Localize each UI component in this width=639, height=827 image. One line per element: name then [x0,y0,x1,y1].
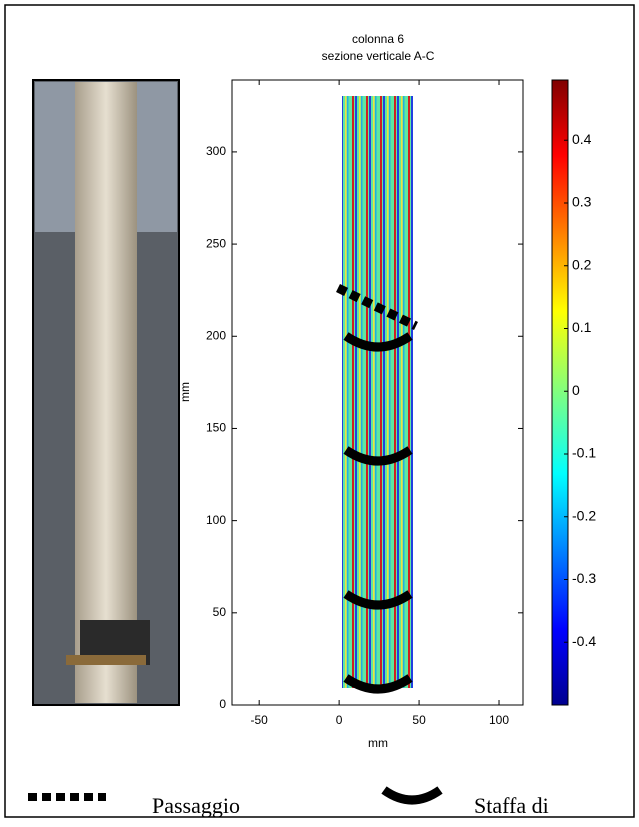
y-tick-label: 50 [213,605,227,619]
y-tick-label: 0 [219,697,226,711]
radar-image [342,96,413,688]
y-tick-label: 150 [206,421,226,435]
colorbar [551,79,569,706]
colorbar-tick-label: 0.4 [572,131,592,147]
title: colonna 6 [352,32,404,46]
colorbar-tick-label: -0.1 [572,445,596,461]
colorbar-tick-label: -0.3 [572,570,596,586]
annotations [336,283,418,694]
legend-label: Staffa di [474,793,549,818]
x-tick-label: -50 [251,713,269,727]
colorbar-tick-label: -0.2 [572,507,596,523]
colorbar-tick-label: 0.3 [572,194,592,210]
y-tick-label: 300 [206,144,226,158]
x-tick-label: 100 [489,713,509,727]
x-tick-label: 0 [336,713,343,727]
x-tick-label: 50 [412,713,426,727]
colorbar-tick-label: -0.4 [572,633,596,649]
colorbar-tick-label: 0.1 [572,319,592,335]
title: sezione verticale A-C [322,49,435,63]
colorbar-tick-label: 0 [572,382,580,398]
legend-arc [381,786,443,805]
colorbar-tick-label: 0.2 [572,256,592,272]
y-tick-label: 100 [206,513,226,527]
legend-label: Passaggio [152,793,240,818]
y-label: mm [178,382,192,402]
frame [4,4,635,818]
photo [32,79,180,706]
x-label: mm [368,736,388,750]
y-tick-label: 250 [206,236,226,250]
y-tick-label: 200 [206,328,226,342]
